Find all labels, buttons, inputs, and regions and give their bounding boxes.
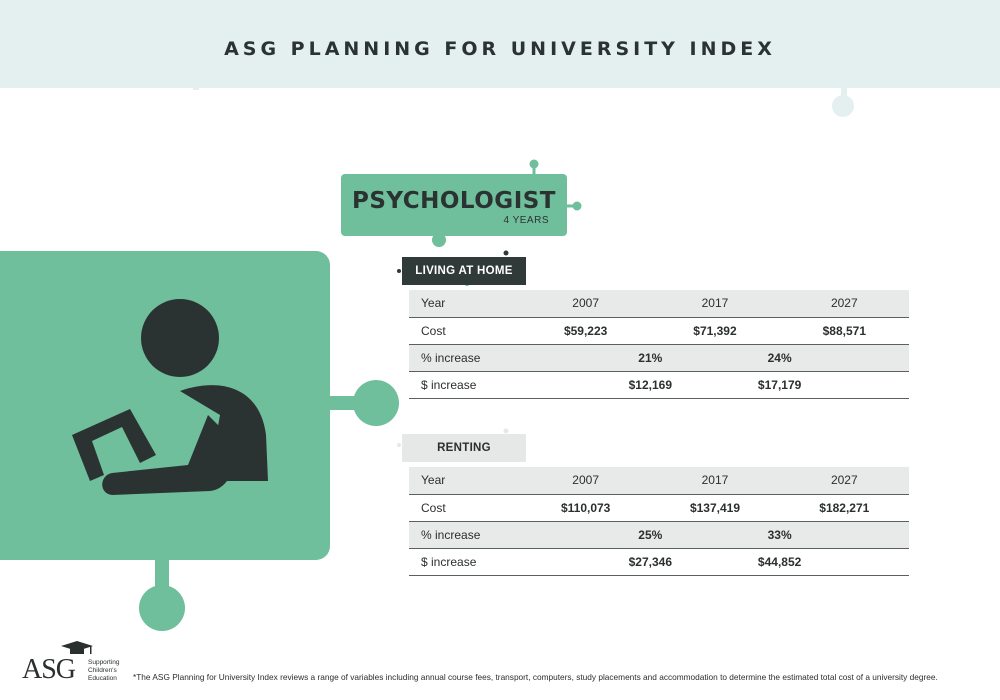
dollar-increase-cell: $12,169	[585, 371, 715, 399]
year-cell: 2017	[650, 290, 780, 318]
row-label: $ increase	[409, 371, 521, 399]
row-label: $ increase	[409, 548, 521, 576]
table-row-pct-increase: % increase 21% 24%	[409, 344, 909, 372]
header-band	[0, 0, 1000, 88]
profession-title: PSYCHOLOGIST	[351, 188, 556, 214]
profession-duration: 4 YEARS	[503, 215, 549, 226]
pct-increase-cell: 33%	[714, 521, 845, 549]
cost-cell: $88,571	[779, 317, 909, 345]
row-label: Year	[409, 467, 521, 495]
pct-increase-cell: 21%	[585, 344, 715, 372]
row-label: % increase	[409, 521, 521, 549]
profession-title-box: PSYCHOLOGIST 4 YEARS	[341, 174, 567, 236]
row-label: Cost	[409, 494, 521, 522]
row-label: % increase	[409, 344, 521, 372]
section-label-renting: RENTING	[402, 434, 526, 462]
table-row-cost: Cost $110,073 $137,419 $182,271	[409, 494, 909, 522]
cost-cell: $110,073	[521, 494, 651, 522]
table-row-dollar-increase: $ increase $27,346 $44,852	[409, 548, 909, 576]
renting-table: Year 2007 2017 2027 Cost $110,073 $137,4…	[409, 467, 909, 576]
row-label: Cost	[409, 317, 521, 345]
graduation-cap-icon	[61, 641, 93, 654]
table-row-cost: Cost $59,223 $71,392 $88,571	[409, 317, 909, 345]
dollar-increase-cell: $17,179	[714, 371, 845, 399]
footnote: *The ASG Planning for University Index r…	[133, 672, 938, 682]
person-reading-tablet-icon	[72, 299, 268, 495]
dollar-increase-cell: $44,852	[714, 548, 845, 576]
logo-wordmark: ASG	[22, 654, 76, 685]
logo-tagline: Supporting Children's Education	[88, 659, 120, 682]
pct-increase-cell: 24%	[714, 344, 845, 372]
row-label: Year	[409, 290, 521, 318]
cost-cell: $137,419	[650, 494, 780, 522]
year-cell: 2007	[521, 290, 651, 318]
puzzle-knob-decoration	[328, 380, 399, 426]
page-title: ASG PLANNING FOR UNIVERSITY INDEX	[224, 38, 776, 60]
cost-cell: $59,223	[521, 317, 651, 345]
table-row-pct-increase: % increase 25% 33%	[409, 521, 909, 549]
dollar-increase-cell: $27,346	[585, 548, 715, 576]
year-cell: 2007	[521, 467, 651, 495]
puzzle-knob-decoration	[186, 60, 206, 90]
puzzle-knob-decoration	[432, 234, 446, 247]
living-at-home-table: Year 2007 2017 2027 Cost $59,223 $71,392…	[409, 290, 909, 399]
connector-pin-decoration	[565, 201, 582, 211]
table-row-year: Year 2007 2017 2027	[409, 467, 909, 495]
pct-increase-cell: 25%	[585, 521, 715, 549]
table-row-year: Year 2007 2017 2027	[409, 290, 909, 318]
puzzle-knob-decoration	[832, 86, 854, 117]
cost-cell: $182,271	[779, 494, 909, 522]
connector-pin-decoration	[397, 428, 509, 447]
asg-logo: ASG Supporting Children's Education	[22, 640, 132, 686]
year-cell: 2017	[650, 467, 780, 495]
year-cell: 2027	[779, 467, 909, 495]
table-row-dollar-increase: $ increase $12,169 $17,179	[409, 371, 909, 399]
cost-cell: $71,392	[650, 317, 780, 345]
section-label-living-at-home: LIVING AT HOME	[402, 257, 526, 285]
year-cell: 2027	[779, 290, 909, 318]
puzzle-knob-decoration	[139, 558, 185, 631]
connector-pin-decoration	[529, 159, 539, 176]
